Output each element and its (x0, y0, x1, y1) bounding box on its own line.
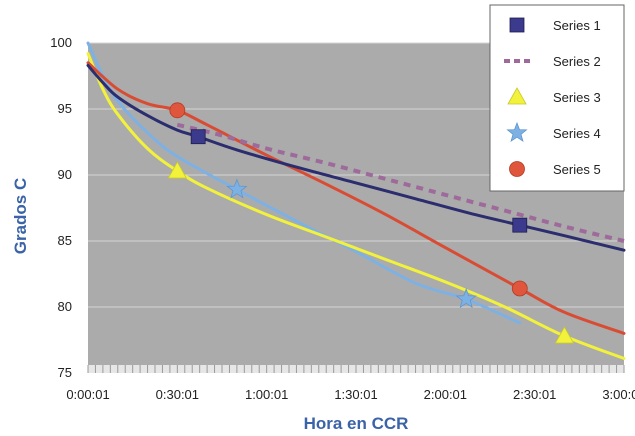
x-tick-label: 0:30:01 (156, 387, 199, 402)
x-tick-label: 1:00:01 (245, 387, 288, 402)
series-3-point (167, 161, 188, 179)
series-markers (167, 102, 575, 344)
series-4-legend-symbol (506, 121, 528, 143)
series-3-line (86, 52, 626, 360)
series-1-legend-symbol (509, 17, 525, 33)
legend: Series 1 Series 2 Series 3 Series 4 Series 5 (489, 4, 625, 192)
series-5-point (511, 280, 528, 297)
series-5-legend-symbol (509, 161, 525, 177)
series-4-legend-label: Series 4 (553, 126, 601, 141)
x-axis-ruler (87, 365, 625, 373)
x-tick-label: 2:30:01 (513, 387, 556, 402)
y-tick-label: 75 (58, 365, 72, 380)
series-4-point (226, 178, 248, 199)
series-3-legend-symbol (507, 87, 527, 105)
x-tick-label: 2:00:01 (424, 387, 467, 402)
y-tick-label: 95 (58, 101, 72, 116)
y-axis-title: Grados C (11, 178, 30, 255)
x-axis-title: Hora en CCR (304, 414, 409, 433)
x-axis-ticks: 0:00:01 0:30:01 1:00:01 1:30:01 2:00:01 2:30:… (66, 387, 635, 402)
series-5-point (169, 102, 186, 119)
series-1-point (512, 217, 528, 233)
y-tick-label: 90 (58, 167, 72, 182)
series-3-point (554, 326, 575, 344)
series-4-point (455, 287, 477, 309)
series-2-line (176, 122, 625, 243)
y-tick-label: 80 (58, 299, 72, 314)
series-3-legend-label: Series 3 (553, 90, 601, 105)
x-tick-label: 3:00:01 (602, 387, 635, 402)
y-tick-label: 100 (50, 35, 72, 50)
y-tick-label: 85 (58, 233, 72, 248)
series-5-legend-label: Series 5 (553, 162, 601, 177)
series-2-legend-label: Series 2 (553, 54, 601, 69)
series-1-point (190, 129, 206, 145)
x-tick-label: 1:30:01 (334, 387, 377, 402)
y-axis-ticks: 75 80 85 90 95 100 (50, 35, 72, 380)
x-tick-label: 0:00:01 (66, 387, 109, 402)
series-1-legend-label: Series 1 (553, 18, 601, 33)
